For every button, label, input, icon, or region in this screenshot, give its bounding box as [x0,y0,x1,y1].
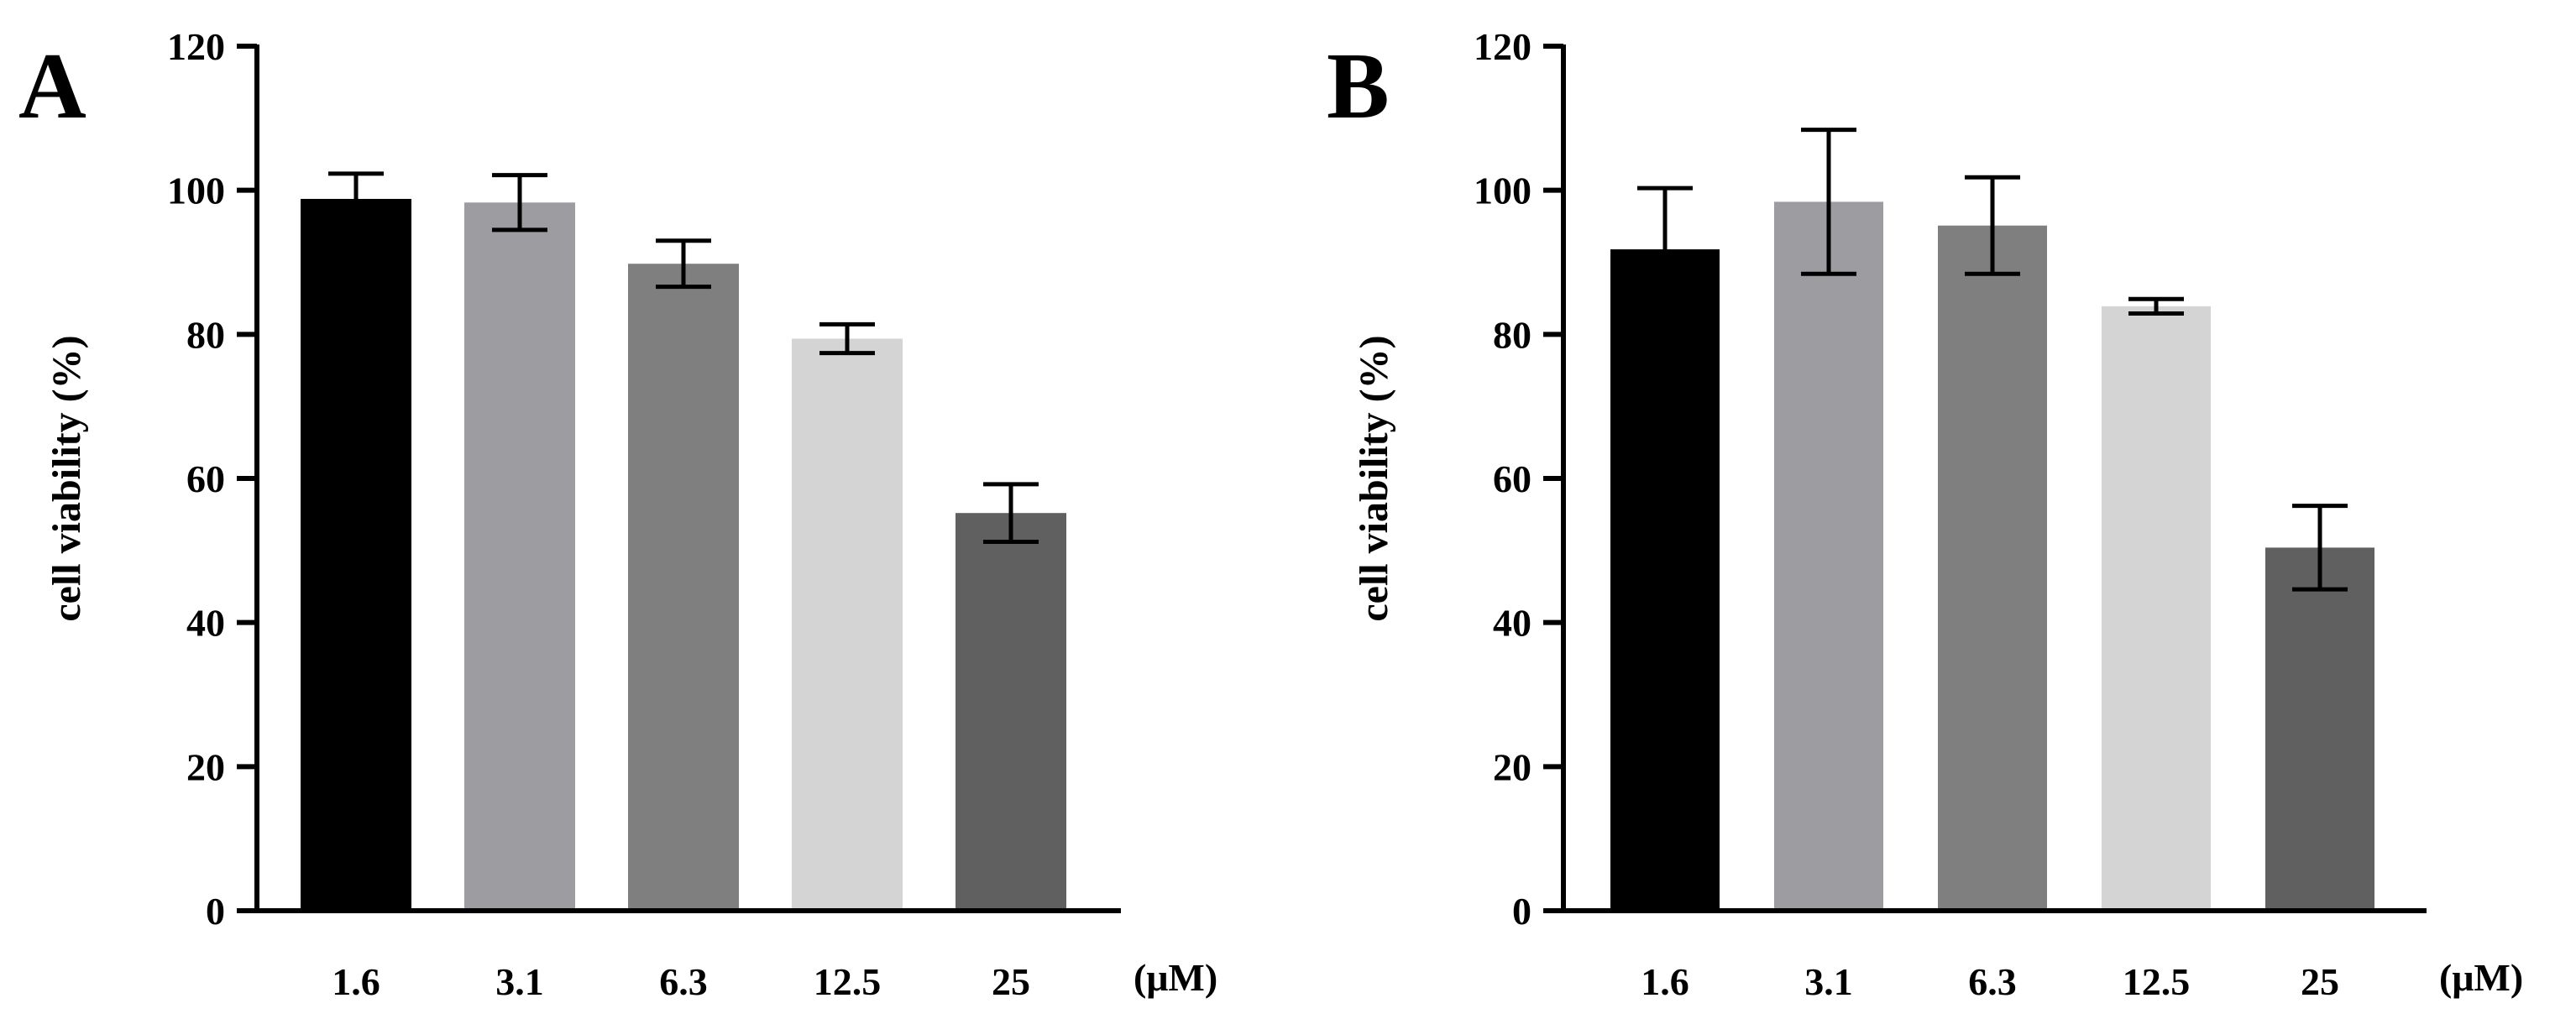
y-tick-label: 60 [1493,457,1531,500]
panel-a: A 1.6 3.1 6.3 12.5 25 0 20 40 60 80 100 120 cell viab… [18,25,1217,1003]
panel-b: B 1.6 3.1 6.3 12.5 25 0 20 40 60 80 100 120 cell viab… [1327,25,2523,1003]
panel-label: B [1327,34,1390,138]
x-tick-label: 6.3 [659,960,708,1003]
error-bar-6.3 [1965,175,2020,276]
y-tick-label: 80 [1493,313,1531,356]
x-tick-label: 25 [2301,960,2339,1003]
error-bar-6.3 [656,238,711,290]
x-tick-label: 25 [992,960,1030,1003]
error-bar-25 [983,482,1039,545]
bar-25 [956,513,1066,911]
error-bar-1.6 [328,171,384,227]
y-tick-label: 40 [186,602,225,645]
x-tick-label: 1.6 [332,960,380,1003]
y-tick-label: 80 [186,313,225,356]
x-tick-label: 12.5 [814,960,882,1003]
y-tick-label: 60 [186,457,225,500]
y-tick-label: 20 [186,745,225,788]
bar-6.3 [628,264,739,911]
y-tick-label: 120 [1474,25,1531,68]
y-tick-label: 0 [206,890,225,933]
y-axis-title: cell viability (%) [1352,335,1396,621]
bar-1.6 [1610,249,1720,911]
x-unit-label: (μM) [2439,956,2523,999]
y-tick-label: 100 [1474,170,1531,212]
bar-1.6 [301,198,411,911]
x-tick-label: 3.1 [495,960,544,1003]
y-tick-label: 0 [1512,890,1531,933]
bar-12.5 [792,338,903,911]
y-tick-label: 100 [167,170,225,212]
x-tick-label: 6.3 [1968,960,2017,1003]
bar-6.3 [1938,225,2047,912]
bar-12.5 [2102,306,2211,911]
x-tick-label: 12.5 [2123,960,2191,1003]
bar-25 [2265,547,2374,911]
y-tick-label: 40 [1493,602,1531,645]
x-tick-label: 1.6 [1641,960,1689,1003]
error-bar-3.1 [1801,128,1856,276]
error-bar-12.5 [819,321,875,356]
y-axis-title: cell viability (%) [45,335,89,621]
error-bar-25 [2292,504,2348,592]
y-tick-label: 120 [167,25,225,68]
panel-label: A [18,34,86,138]
bar-3.1 [464,202,575,912]
error-bar-3.1 [492,173,547,233]
error-bar-12.5 [2128,296,2184,316]
y-tick-label: 20 [1493,745,1531,788]
x-unit-label: (μM) [1134,956,1217,999]
bar-3.1 [1774,201,1883,911]
x-tick-label: 3.1 [1804,960,1853,1003]
error-bar-1.6 [1637,186,1693,313]
